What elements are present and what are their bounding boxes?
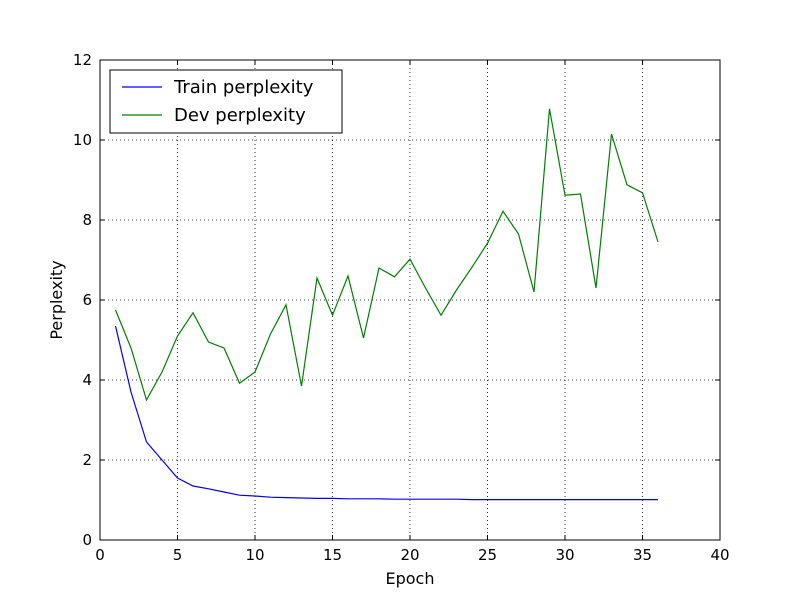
legend-label-1: Train perplexity xyxy=(173,77,314,98)
series-line-2 xyxy=(114,108,659,402)
x-axis-label: Epoch xyxy=(386,569,435,588)
ticks: 0 5 10 15 20 25 30 35 40 0 2 4 6 8 10 12 xyxy=(73,51,730,564)
x-tick-label: 10 xyxy=(245,546,264,564)
x-tick-label: 0 xyxy=(95,546,105,564)
y-tick-label: 10 xyxy=(73,131,92,149)
plot-lines xyxy=(114,108,659,501)
legend-box xyxy=(109,69,343,134)
y-tick-label: 2 xyxy=(82,451,92,469)
x-tick-label: 5 xyxy=(173,546,183,564)
y-tick-label: 6 xyxy=(82,291,92,309)
y-tick-label: 0 xyxy=(82,531,92,549)
x-tick-label: 20 xyxy=(400,546,419,564)
series-line-1 xyxy=(114,325,658,501)
x-tick-label: 30 xyxy=(555,546,574,564)
y-tick-label: 4 xyxy=(82,371,92,389)
y-axis-label: Perplexity xyxy=(47,260,66,339)
legend: Train perplexity Dev perplexity xyxy=(109,69,343,134)
x-tick-label: 40 xyxy=(710,546,729,564)
y-tick-label: 12 xyxy=(73,51,92,69)
y-tick-label: 8 xyxy=(82,211,92,229)
x-tick-label: 15 xyxy=(323,546,342,564)
x-tick-label: 25 xyxy=(478,546,497,564)
grid xyxy=(100,60,720,540)
legend-label-2: Dev perplexity xyxy=(174,105,306,126)
x-tick-label: 35 xyxy=(633,546,652,564)
